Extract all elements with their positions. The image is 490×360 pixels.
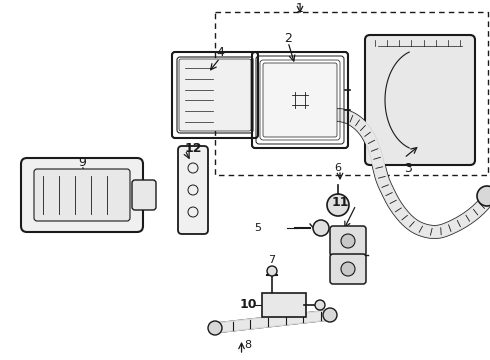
FancyBboxPatch shape — [21, 158, 143, 232]
FancyBboxPatch shape — [330, 254, 366, 284]
Circle shape — [477, 186, 490, 206]
Circle shape — [315, 300, 325, 310]
FancyBboxPatch shape — [263, 63, 337, 137]
Text: 11: 11 — [331, 195, 349, 208]
Text: 10: 10 — [239, 298, 257, 311]
FancyBboxPatch shape — [262, 293, 306, 317]
FancyBboxPatch shape — [365, 35, 475, 165]
Circle shape — [341, 262, 355, 276]
FancyBboxPatch shape — [132, 180, 156, 210]
Text: 5: 5 — [254, 223, 262, 233]
Circle shape — [327, 194, 349, 216]
Text: 9: 9 — [78, 156, 86, 168]
Text: 6: 6 — [335, 163, 342, 173]
FancyBboxPatch shape — [178, 146, 208, 234]
FancyBboxPatch shape — [179, 59, 251, 131]
FancyBboxPatch shape — [330, 226, 366, 256]
Circle shape — [313, 220, 329, 236]
Text: 12: 12 — [184, 141, 202, 154]
Text: 8: 8 — [245, 340, 251, 350]
Text: 3: 3 — [404, 162, 412, 175]
Text: 2: 2 — [284, 31, 292, 45]
Circle shape — [267, 266, 277, 276]
Circle shape — [341, 234, 355, 248]
FancyBboxPatch shape — [34, 169, 130, 221]
Circle shape — [208, 321, 222, 335]
Text: 7: 7 — [269, 255, 275, 265]
Bar — [215, 12, 488, 175]
Circle shape — [323, 308, 337, 322]
Text: 1: 1 — [296, 1, 304, 14]
Text: 4: 4 — [216, 45, 224, 58]
